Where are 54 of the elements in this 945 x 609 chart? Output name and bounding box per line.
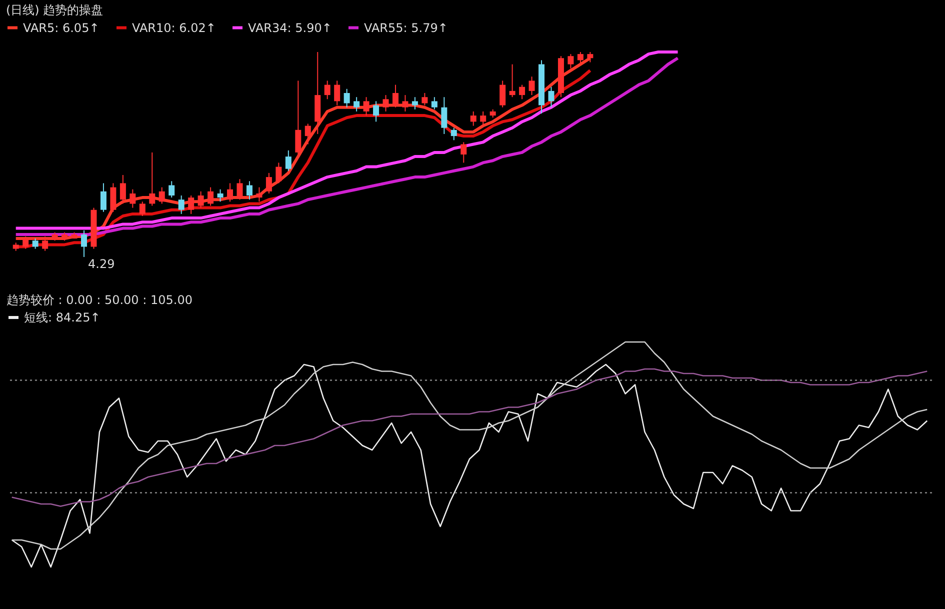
candlestick xyxy=(402,94,408,112)
candlestick xyxy=(392,84,398,108)
candlestick xyxy=(158,186,165,204)
candlestick xyxy=(285,150,292,172)
legend-label: VAR10: 6.02↑ xyxy=(132,20,216,35)
candlestick xyxy=(236,178,243,200)
candlestick xyxy=(130,188,136,208)
candlestick xyxy=(100,182,106,212)
candlestick xyxy=(208,186,214,206)
candlestick xyxy=(528,76,535,96)
legend-label: 短线: 84.25↑ xyxy=(24,310,100,324)
annotation: 4.29 xyxy=(88,257,115,271)
chart-title: 趋势较价 : 0.00 : 50.00 : 105.00 xyxy=(6,293,192,307)
legend-label: VAR5: 6.05↑ xyxy=(23,20,100,35)
candlestick xyxy=(548,86,554,108)
candlestick xyxy=(198,190,204,208)
candlestick xyxy=(139,201,146,216)
legend-label: VAR55: 5.79↑ xyxy=(364,20,448,35)
candlestick xyxy=(334,80,340,106)
candlestick xyxy=(382,94,389,112)
candlestick xyxy=(500,80,506,108)
candlestick xyxy=(149,152,156,206)
candlestick xyxy=(32,238,38,250)
candlestick xyxy=(470,110,476,126)
candlestick xyxy=(295,80,302,158)
chart-title: (日线) 趋势的操盘 xyxy=(6,3,104,17)
candlestick xyxy=(110,182,116,212)
candlestick xyxy=(188,195,194,214)
candlestick xyxy=(276,162,282,184)
candlestick xyxy=(354,96,360,112)
candlestick xyxy=(441,96,448,134)
candlestick xyxy=(120,174,126,204)
candlestick xyxy=(304,123,311,145)
candlestick xyxy=(246,180,252,200)
candlestick xyxy=(373,100,380,122)
legend-label: VAR34: 5.90↑ xyxy=(248,20,332,35)
candlestick xyxy=(363,96,370,116)
candlestick xyxy=(344,88,350,108)
candlestick xyxy=(412,96,418,110)
candlestick xyxy=(422,92,428,106)
candlestick xyxy=(450,127,457,141)
candlestick xyxy=(168,180,175,198)
candlestick xyxy=(509,64,516,98)
candlestick xyxy=(480,110,486,126)
candlestick xyxy=(81,230,88,258)
candlestick xyxy=(431,96,438,110)
candlestick xyxy=(256,186,262,202)
candlestick xyxy=(227,182,234,202)
candlestick xyxy=(324,80,330,100)
candlestick xyxy=(178,195,184,214)
candlestick xyxy=(266,172,272,194)
candlestick xyxy=(460,142,467,164)
candlestick xyxy=(519,84,526,100)
candlestick xyxy=(217,188,224,202)
